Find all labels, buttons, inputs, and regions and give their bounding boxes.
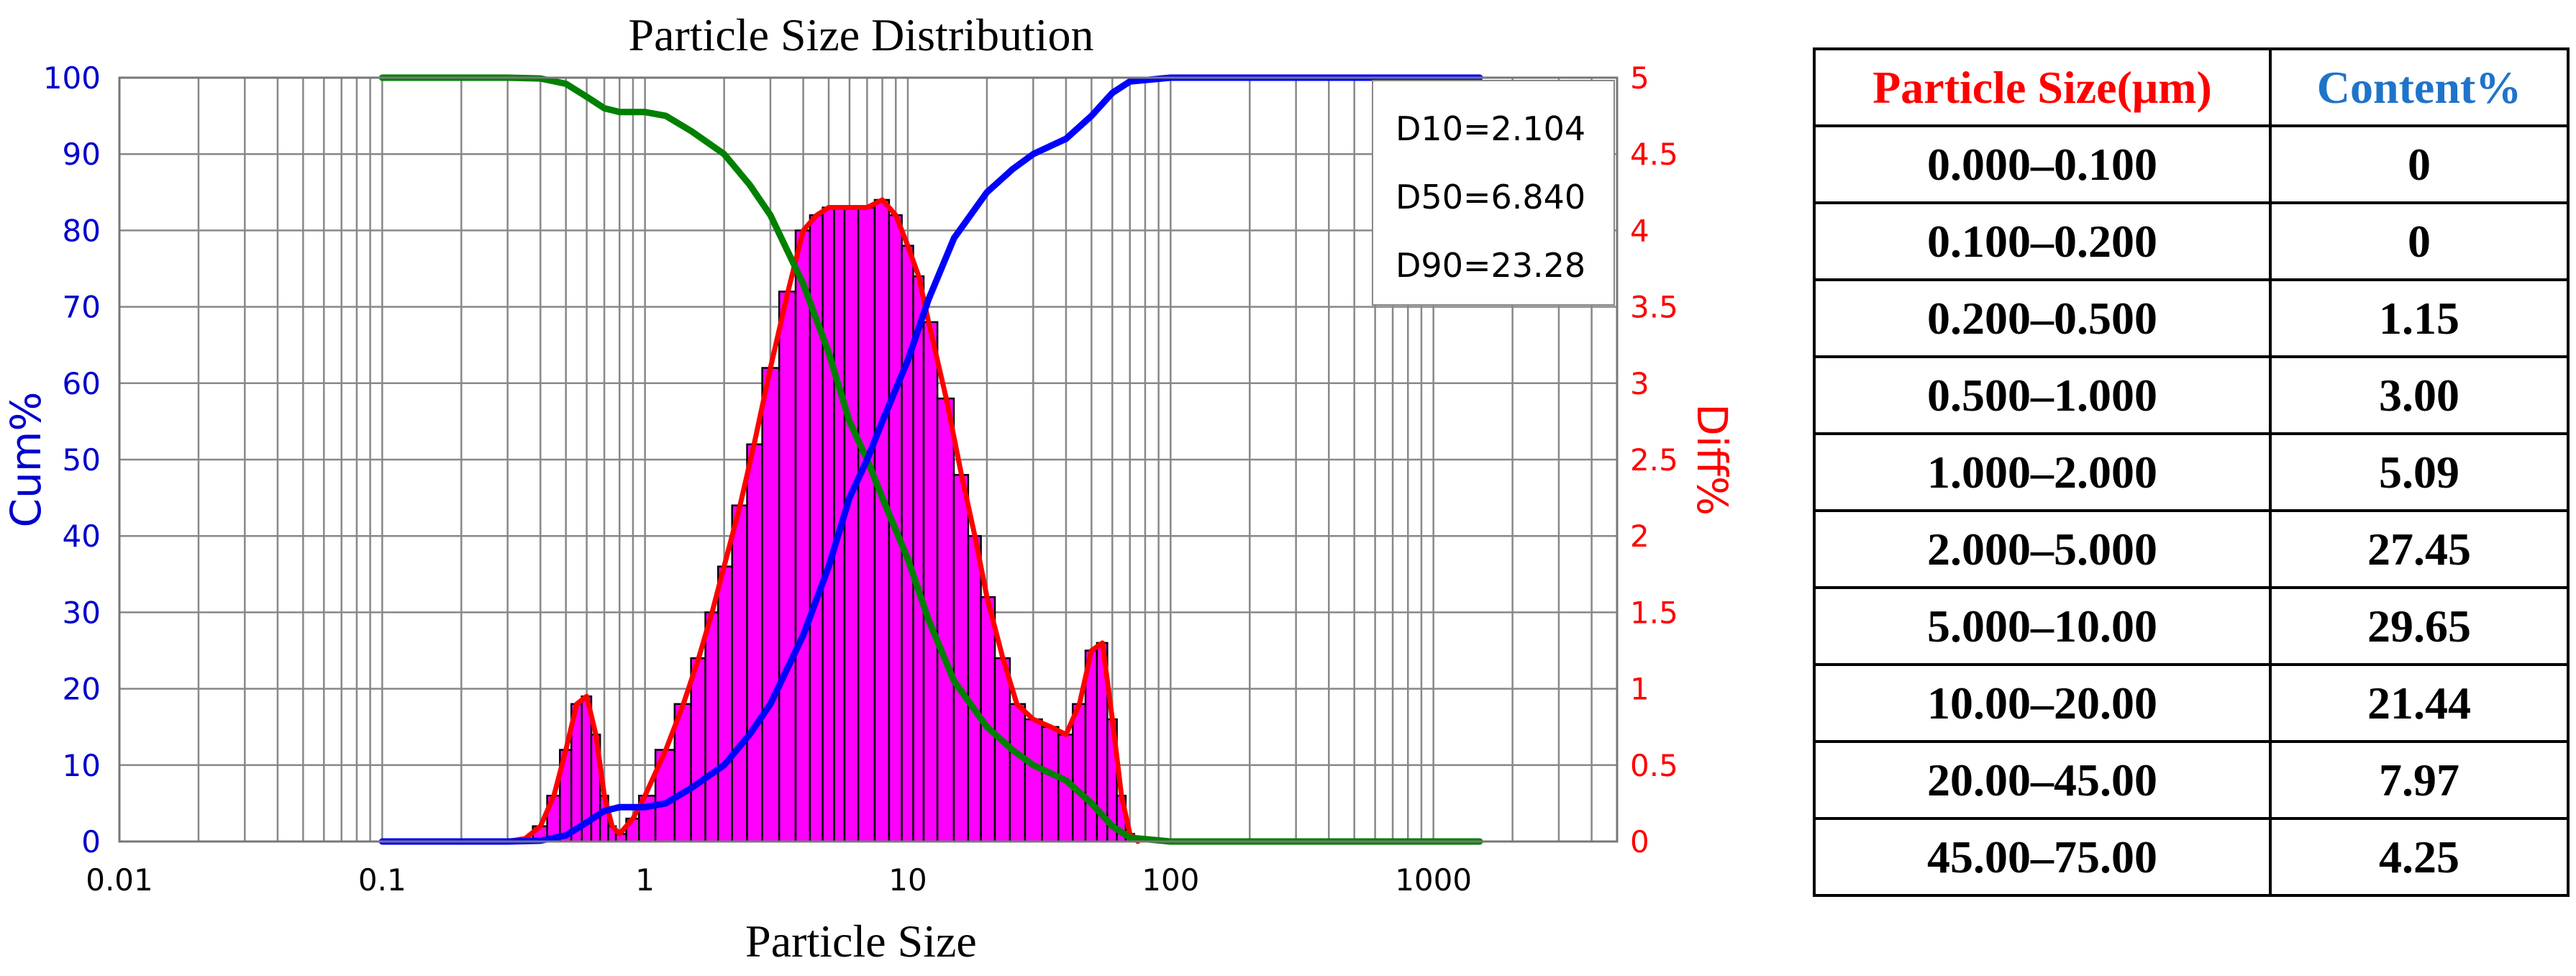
size-range-cell: 0.500–1.000 [1813, 355, 2272, 435]
diff-bar [1041, 726, 1060, 843]
diff-bar [822, 206, 835, 843]
size-range-cell: 0.100–0.200 [1813, 201, 2272, 281]
y-right-tick-label: 3 [1630, 366, 1649, 401]
y-right-tick-label: 0 [1630, 824, 1649, 859]
x-tick-label: 100 [1142, 862, 1199, 898]
content-cell: 0 [2269, 201, 2570, 281]
y-right-tick-label: 1.5 [1630, 595, 1678, 630]
differential-bars [516, 199, 1135, 843]
table-row: 0.000–0.100 0 [1813, 124, 2570, 204]
cumulative-line [378, 74, 1483, 845]
header-content: Content% [2269, 47, 2570, 127]
y-right-tick-label: 2 [1630, 519, 1649, 554]
size-range-cell: 20.00–45.00 [1813, 740, 2272, 820]
x-tick-label: 0.1 [358, 862, 406, 898]
content-cell: 4.25 [2269, 817, 2570, 897]
y-left-tick-label: 90 [63, 137, 101, 172]
y-axis-right-label: Diff% [1688, 403, 1737, 516]
size-range-cell: 0.200–0.500 [1813, 278, 2272, 358]
table-row: 0.200–0.500 1.15 [1813, 278, 2570, 358]
y-right-tick-label: 2.5 [1630, 442, 1678, 478]
y-right-tick-label: 0.5 [1630, 748, 1678, 783]
diff-bar [1009, 703, 1027, 843]
x-tick-label: 10 [888, 862, 927, 898]
content-cell: 1.15 [2269, 278, 2570, 358]
diff-bar [922, 321, 939, 843]
size-range-cell: 1.000–2.000 [1813, 432, 2272, 512]
axes: 0.01 0.1 1 10 100 100001020304050607080901000… [43, 60, 1678, 898]
d90-label: D90=23.28 [1396, 246, 1585, 285]
y-left-tick-label: 30 [63, 595, 101, 630]
diff-bar [746, 443, 763, 843]
y-axis-left-label: Cum% [1, 392, 50, 528]
header-particle-size: Particle Size(μm) [1813, 47, 2272, 127]
y-left-tick-label: 100 [43, 60, 101, 96]
content-cell: 29.65 [2269, 586, 2570, 666]
y-right-tick-label: 5 [1630, 60, 1649, 96]
table-row: 2.000–5.000 27.45 [1813, 509, 2570, 589]
content-cell: 21.44 [2269, 663, 2570, 743]
chart-title: Particle Size Distribution [629, 9, 1094, 60]
content-cell: 27.45 [2269, 509, 2570, 589]
y-left-tick-label: 50 [63, 442, 101, 478]
y-left-tick-label: 20 [63, 672, 101, 707]
plot-frame [118, 76, 1619, 843]
y-left-tick-label: 60 [63, 366, 101, 401]
x-tick-label: 0.01 [86, 862, 153, 898]
table-row: 20.00–45.00 7.97 [1813, 740, 2570, 820]
y-right-tick-label: 3.5 [1630, 290, 1678, 325]
y-left-tick-label: 10 [63, 748, 101, 783]
particle-size-table: Particle Size(μm) Content% 0.000–0.100 0 0… [1813, 47, 2570, 897]
y-left-tick-label: 0 [81, 824, 101, 859]
content-cell: 7.97 [2269, 740, 2570, 820]
table-row: 0.100–0.200 0 [1813, 201, 2570, 281]
particle-size-chart: Particle Size Distribution D10=2.104 D50… [1, 9, 1737, 967]
y-left-tick-label: 80 [63, 213, 101, 248]
diff-bar [873, 199, 891, 843]
size-range-cell: 2.000–5.000 [1813, 509, 2272, 589]
diff-bar [717, 565, 733, 843]
y-right-tick-label: 4.5 [1630, 137, 1678, 172]
data-lines [378, 74, 1483, 845]
diff-bar [843, 206, 860, 843]
x-axis-label: Particle Size [745, 916, 977, 967]
diff-bar [690, 657, 706, 843]
y-left-tick-label: 40 [63, 519, 101, 554]
size-range-cell: 0.000–0.100 [1813, 124, 2272, 204]
y-left-tick-label: 70 [63, 290, 101, 325]
d50-label: D50=6.840 [1396, 178, 1585, 216]
diff-bar [778, 291, 797, 843]
x-tick-label: 1 [635, 862, 655, 898]
diff-bar [731, 504, 748, 843]
size-range-cell: 10.00–20.00 [1813, 663, 2272, 743]
table-row: 5.000–10.00 29.65 [1813, 586, 2570, 666]
diff-bar [761, 367, 780, 843]
table-row: 10.00–20.00 21.44 [1813, 663, 2570, 743]
diff-bar [952, 473, 970, 843]
diff-bar [857, 206, 876, 843]
table-row: 45.00–75.00 4.25 [1813, 817, 2570, 897]
x-tick-label: 1000 [1395, 862, 1472, 898]
diff-bar [704, 611, 719, 843]
differential-line [505, 197, 1141, 844]
diff-bar [794, 229, 811, 843]
content-cell: 3.00 [2269, 355, 2570, 435]
diff-bar [936, 397, 955, 843]
table-header-row: Particle Size(μm) Content% [1813, 47, 2570, 127]
y-right-tick-label: 1 [1630, 672, 1649, 707]
diff-bar [967, 534, 982, 843]
size-range-cell: 5.000–10.00 [1813, 586, 2272, 666]
table-row: 0.500–1.000 3.00 [1813, 355, 2570, 435]
content-cell: 0 [2269, 124, 2570, 204]
content-cell: 5.09 [2269, 432, 2570, 512]
y-right-tick-label: 4 [1630, 213, 1649, 248]
diff-bar [1024, 718, 1043, 843]
d-values-box: D10=2.104 D50=6.840 D90=23.28 [1372, 80, 1615, 306]
table-row: 1.000–2.000 5.09 [1813, 432, 2570, 512]
size-range-cell: 45.00–75.00 [1813, 817, 2272, 897]
diff-bar [912, 275, 925, 843]
d10-label: D10=2.104 [1396, 109, 1585, 148]
retained-line [378, 74, 1483, 845]
diff-bar [1072, 703, 1087, 843]
